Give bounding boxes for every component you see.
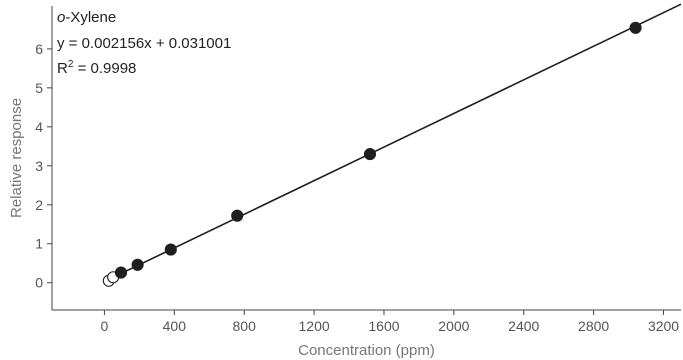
x-tick-label: 2800: [578, 318, 609, 334]
r2-superscript: 2: [68, 59, 74, 70]
x-tick-label: 0: [101, 318, 109, 334]
x-tick-label: 2000: [438, 318, 469, 334]
compound-name: o-Xylene: [57, 9, 116, 26]
x-tick-label: 2400: [508, 318, 539, 334]
x-tick-label: 400: [163, 318, 187, 334]
axes: [51, 6, 681, 311]
data-point-filled: [131, 258, 144, 271]
data-points: [102, 21, 642, 287]
x-tick-label: 1200: [299, 318, 330, 334]
r2-value: = 0.9998: [73, 60, 136, 77]
r2-label: R: [57, 60, 68, 77]
x-tick-label: 1600: [368, 318, 399, 334]
data-point-filled: [231, 209, 244, 222]
x-tick-label: 800: [233, 318, 257, 334]
y-tick-label: 5: [35, 80, 43, 96]
compound-prefix: o: [57, 9, 65, 26]
r-squared: R2 = 0.9998: [57, 59, 136, 77]
y-tick-label: 2: [35, 197, 43, 213]
y-tick-label: 0: [35, 275, 43, 291]
y-tick-label: 4: [35, 119, 43, 135]
x-tick-label: 3200: [648, 318, 679, 334]
data-point-filled: [629, 21, 642, 34]
y-tick-label: 6: [35, 41, 43, 57]
fit-line-group: [104, 3, 682, 283]
y-tick-label: 3: [35, 158, 43, 174]
fit-line: [104, 3, 682, 283]
data-point-filled: [114, 266, 128, 279]
y-axis-title: Relative response: [8, 98, 25, 218]
tick-marks: [47, 48, 665, 315]
compound-rest: -Xylene: [65, 9, 116, 26]
y-tick-label: 1: [35, 236, 43, 252]
data-point-filled: [363, 148, 377, 161]
fit-equation: y = 0.002156x + 0.031001: [57, 35, 231, 52]
data-point-filled: [164, 243, 177, 256]
x-axis-title: Concentration (ppm): [298, 342, 435, 359]
